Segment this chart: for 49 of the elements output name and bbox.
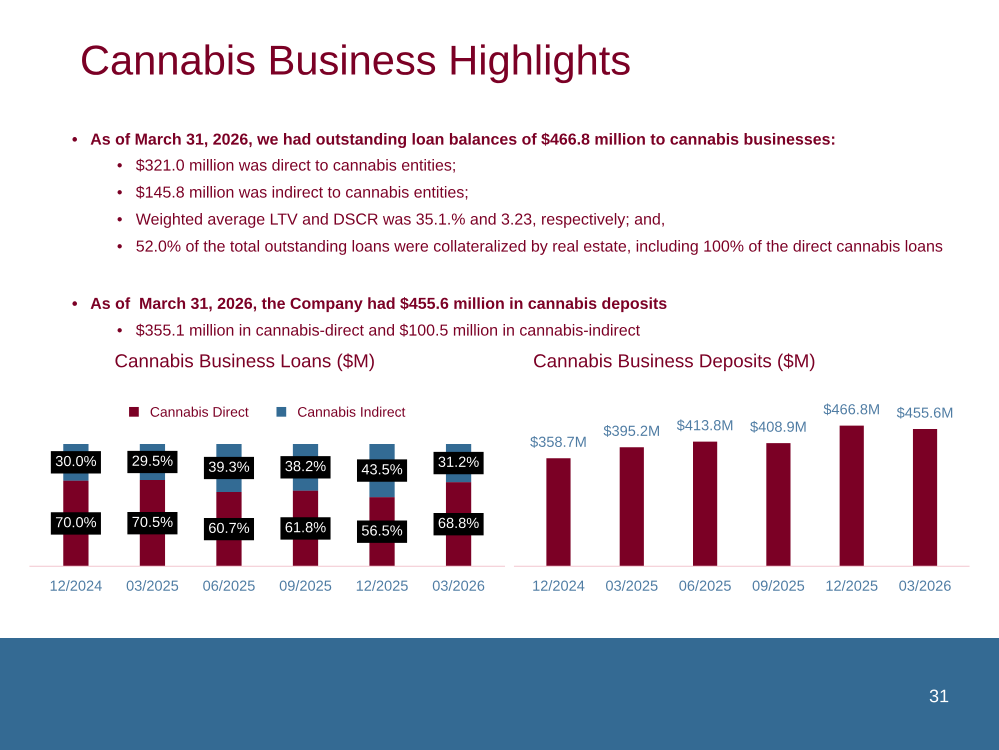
x-tick-label: 12/2025 — [356, 580, 408, 591]
x-tick-label: 12/2024 — [533, 580, 584, 591]
bar — [546, 458, 571, 566]
text: • As of March 31, 2026, we had outstanding loan balances of $466.8 million to cannabis businesses: — [72, 132, 834, 148]
data-label: $413.8M — [676, 419, 732, 432]
text: • $355.1 million in cannabis-direct and $100.5 million in cannabis-indirect — [118, 324, 640, 337]
chart-title: Cannabis Business Deposits ($M) — [534, 353, 814, 372]
x-tick-label: 03/2026 — [899, 580, 951, 591]
text: • $321.0 million was direct to cannabis entities; — [118, 158, 455, 173]
text: • As of March 31, 2026, the Company had $455.6 million in cannabis deposits — [72, 297, 667, 312]
bar — [840, 426, 864, 566]
text: • $145.8 million was indirect to cannabis entities; — [118, 186, 468, 200]
bar — [693, 442, 718, 566]
text: • Weighted average LTV and DSCR was 35.1.% and 3.23, respectively; and, — [118, 213, 664, 228]
data-label: 43.5% — [362, 464, 402, 474]
bar — [912, 429, 938, 566]
data-label: 30.0% — [56, 456, 96, 466]
text: 31 — [930, 690, 948, 702]
data-label: 60.7% — [209, 522, 250, 534]
x-tick-label: 03/2025 — [126, 580, 178, 591]
data-label: 61.8% — [286, 522, 326, 532]
data-label: 39.3% — [208, 462, 250, 472]
x-tick-label: 12/2025 — [826, 580, 878, 591]
x-tick-label: 03/2026 — [432, 580, 484, 591]
bar — [620, 447, 644, 566]
x-tick-label: 12/2024 — [50, 580, 102, 591]
data-label: 29.5% — [132, 456, 173, 466]
text: Cannabis Business Highlights — [82, 44, 630, 84]
data-label: 70.0% — [56, 517, 96, 528]
x-tick-label: 03/2025 — [606, 580, 658, 591]
data-label: 70.5% — [132, 516, 173, 528]
x-tick-label: 09/2025 — [752, 580, 804, 591]
data-label: $466.8M — [824, 403, 879, 416]
data-label: 38.2% — [285, 460, 326, 472]
bar — [766, 443, 791, 566]
data-label: $395.2M — [604, 425, 659, 437]
data-label: $455.6M — [896, 406, 952, 419]
data-label: 56.5% — [362, 525, 402, 536]
x-tick-label: 06/2025 — [679, 580, 731, 591]
x-tick-label: 06/2025 — [203, 580, 255, 591]
data-label: 31.2% — [438, 456, 479, 467]
data-label: $358.7M — [530, 436, 586, 448]
chart-title: Cannabis Business Loans ($M) — [115, 353, 374, 372]
legend-label: Cannabis Indirect — [298, 406, 406, 417]
text: • 52.0% of the total outstanding loans were collateralized by real estate, including 100% of the direct cannabis loans — [118, 240, 942, 255]
legend-label: Cannabis Direct — [150, 406, 249, 417]
x-tick-label: 09/2025 — [280, 580, 332, 591]
data-label: $408.9M — [750, 420, 806, 433]
data-label: 68.8% — [438, 518, 479, 528]
